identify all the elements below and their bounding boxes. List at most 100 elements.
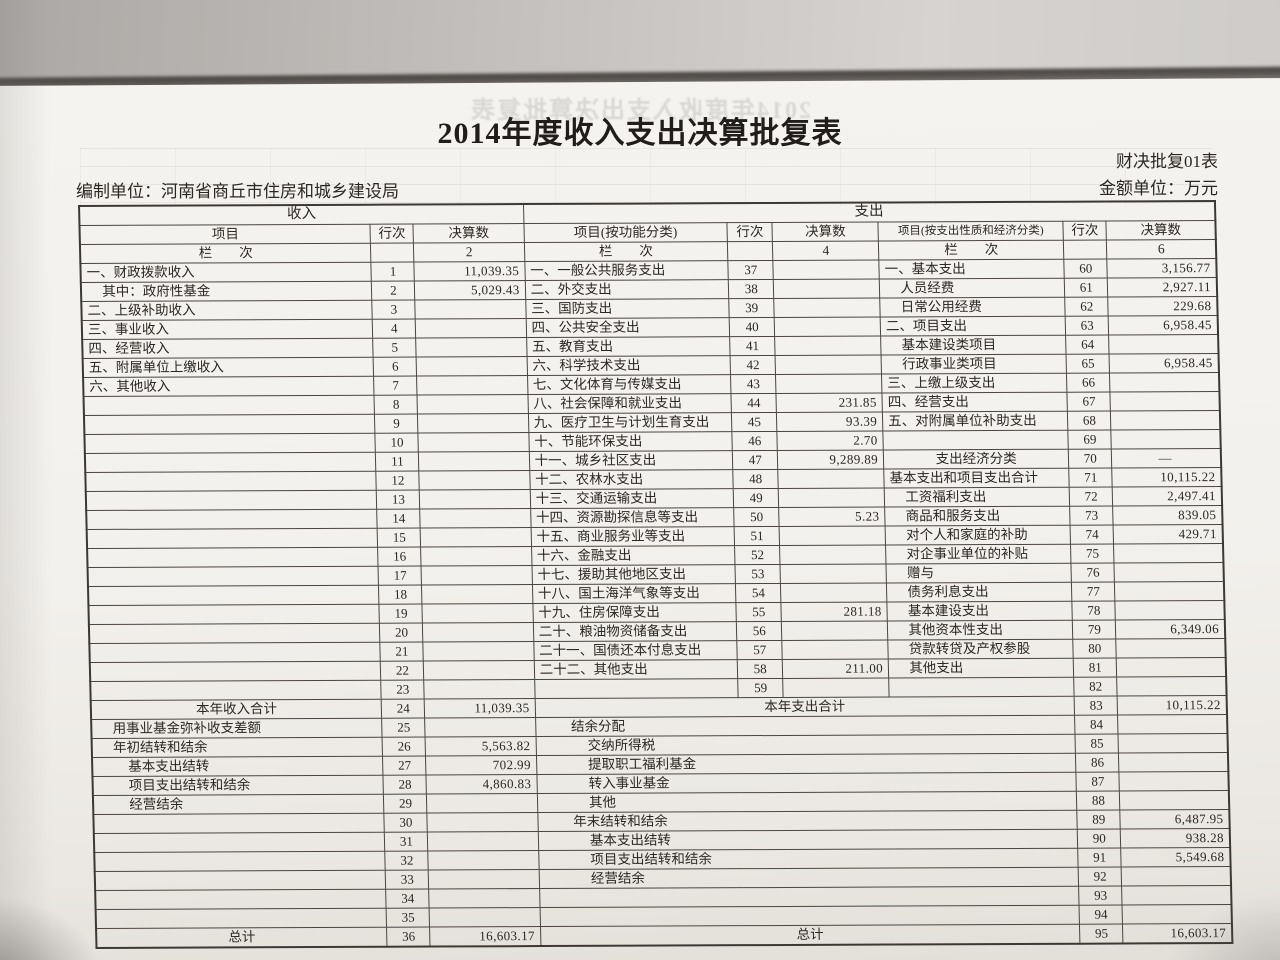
income-item-cell xyxy=(84,433,376,454)
income-line-cell: 31 xyxy=(384,832,429,852)
income-line-cell: 36 xyxy=(386,927,431,947)
econ-line-cell: 60 xyxy=(1064,259,1108,279)
summary-item-cell: 年末结转和结余 xyxy=(537,810,1078,832)
function-amount-cell xyxy=(775,374,883,394)
income-line-cell: 19 xyxy=(379,604,423,624)
econ-amount-cell xyxy=(1114,581,1225,602)
function-item-cell: 十四、资源勘探信息等支出 xyxy=(530,507,735,528)
summary-line-cell: 88 xyxy=(1076,791,1121,811)
col-header-amount: 决算数 xyxy=(1106,220,1216,241)
summary-line-cell: 85 xyxy=(1075,734,1119,754)
function-amount-cell xyxy=(775,355,882,375)
col-header-amount: 决算数 xyxy=(413,223,525,244)
income-item-cell xyxy=(95,908,387,929)
econ-line-cell: 65 xyxy=(1066,354,1110,374)
function-amount-cell: 93.39 xyxy=(776,412,883,432)
income-amount-cell xyxy=(428,869,540,890)
income-item-cell xyxy=(89,642,381,663)
function-line-cell: 51 xyxy=(734,526,780,546)
econ-line-cell: 69 xyxy=(1068,430,1112,450)
income-line-cell: 17 xyxy=(378,566,422,586)
econ-line-cell: 82 xyxy=(1073,677,1118,697)
summary-line-cell: 91 xyxy=(1077,848,1122,868)
summary-amount-cell: 6,487.95 xyxy=(1120,809,1230,830)
summary-line-cell: 94 xyxy=(1079,905,1123,925)
function-amount-cell xyxy=(773,260,880,280)
income-amount-cell xyxy=(421,546,532,567)
econ-line-cell: 77 xyxy=(1071,582,1116,602)
function-line-cell: 50 xyxy=(733,507,780,527)
econ-line-cell: 80 xyxy=(1072,639,1117,659)
econ-item-cell: 赠与 xyxy=(886,563,1072,584)
econ-line-cell: 81 xyxy=(1073,658,1118,678)
econ-line-cell: 70 xyxy=(1068,449,1113,469)
income-item-cell xyxy=(88,623,381,644)
income-line-cell: 27 xyxy=(382,756,427,776)
col-header-amount: 决算数 xyxy=(772,222,879,242)
summary-line-cell: 84 xyxy=(1074,715,1119,735)
income-amount-cell: 5,029.43 xyxy=(414,280,526,301)
econ-amount-cell xyxy=(1113,543,1224,564)
function-amount-cell xyxy=(779,526,886,546)
function-line-cell: 57 xyxy=(736,640,783,660)
summary-item-cell: 交纳所得税 xyxy=(535,734,1076,756)
income-item-cell xyxy=(90,680,382,701)
function-item-cell: 十一、城乡社区支出 xyxy=(528,450,733,471)
econ-item-cell: 基本建设支出 xyxy=(886,601,1073,622)
function-line-cell: 38 xyxy=(728,279,775,299)
summary-item-cell xyxy=(539,905,1080,927)
income-amount-cell xyxy=(417,394,529,415)
income-item-cell: 经营结余 xyxy=(92,794,385,815)
summary-line-cell: 86 xyxy=(1075,753,1120,773)
income-line-cell: 33 xyxy=(385,870,430,890)
function-amount-cell xyxy=(778,488,885,508)
econ-amount-cell: 2,927.11 xyxy=(1107,277,1218,298)
income-line-cell: 18 xyxy=(378,585,423,605)
income-line-cell: 4 xyxy=(372,319,417,339)
function-amount-cell xyxy=(774,298,881,318)
income-item-cell xyxy=(83,414,376,435)
col-header-line-no: 行次 xyxy=(370,224,414,244)
function-line-cell: 37 xyxy=(727,260,774,280)
column-index-label: 栏 次 xyxy=(524,241,728,262)
income-amount-cell xyxy=(428,850,539,871)
income-line-cell: 22 xyxy=(380,661,425,681)
income-amount-cell xyxy=(416,356,528,377)
function-line-cell: 58 xyxy=(737,659,784,679)
econ-amount-cell xyxy=(1116,638,1226,659)
econ-item-cell: 基本建设类项目 xyxy=(880,335,1067,356)
function-line-cell: 46 xyxy=(731,431,778,451)
function-col-index: 4 xyxy=(772,241,879,261)
econ-line-cell: 62 xyxy=(1064,297,1109,317)
function-line-cell: 47 xyxy=(732,450,779,470)
function-item-cell: 一、一般公共服务支出 xyxy=(524,260,729,281)
col-header-item-by-econ: 项目(按支出性质和经济分类) xyxy=(878,221,1064,242)
income-line-cell: 35 xyxy=(386,908,431,928)
income-line-cell: 1 xyxy=(371,262,415,282)
function-amount-cell: 9,289.89 xyxy=(777,450,884,470)
income-item-cell: 用事业基金弥补收支差额 xyxy=(91,718,383,739)
income-item-cell xyxy=(88,604,380,625)
summary-line-cell: 83 xyxy=(1074,696,1118,716)
income-item-cell: 项目支出结转和结余 xyxy=(92,775,384,796)
table-row: 总计 36 16,603.17 总计 95 16,603.17 xyxy=(96,923,1233,948)
econ-col-index: 6 xyxy=(1106,239,1217,260)
function-line-cell: 40 xyxy=(729,317,776,337)
function-amount-cell: 211.00 xyxy=(782,659,889,679)
income-item-cell: 其中：政府性基金 xyxy=(80,281,373,302)
function-line-cell: 49 xyxy=(733,488,780,508)
income-amount-cell xyxy=(424,679,535,700)
income-item-cell xyxy=(93,832,386,853)
econ-item-cell: 其他支出 xyxy=(888,658,1074,679)
econ-item-cell xyxy=(882,430,1069,451)
function-amount-cell xyxy=(778,469,885,489)
income-item-cell: 年初结转和结余 xyxy=(91,737,383,758)
econ-line-cell: 72 xyxy=(1069,487,1114,507)
econ-amount-cell xyxy=(1114,562,1224,583)
econ-line-cell: 61 xyxy=(1064,278,1109,298)
income-amount-cell xyxy=(425,717,536,738)
column-index-blank xyxy=(370,243,415,263)
summary-item-cell: 其他 xyxy=(537,791,1078,813)
function-amount-cell xyxy=(780,564,887,584)
function-line-cell: 41 xyxy=(729,336,776,356)
